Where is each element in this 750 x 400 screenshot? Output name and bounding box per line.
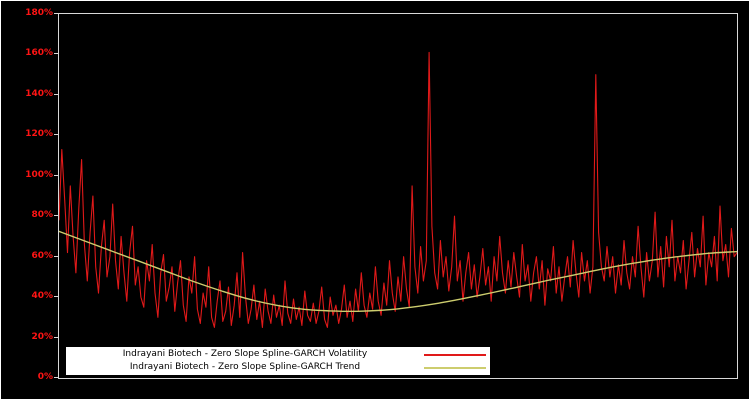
- legend-item-trend: Indrayani Biotech - Zero Slope Spline-GA…: [70, 361, 486, 374]
- y-axis-label: 40%: [31, 291, 53, 302]
- y-axis-label: 160%: [25, 48, 53, 59]
- y-axis-tick: [54, 215, 58, 217]
- y-axis-label: 60%: [31, 250, 53, 261]
- y-axis-tick: [54, 93, 58, 95]
- y-axis-label: 0%: [37, 372, 53, 382]
- y-axis-tick: [54, 134, 58, 136]
- y-axis-tick: [54, 377, 58, 378]
- y-axis-label: 140%: [25, 88, 53, 99]
- legend: Indrayani Biotech - Zero Slope Spline-GA…: [66, 347, 490, 375]
- y-axis-tick: [54, 336, 58, 338]
- y-axis-tick: [54, 53, 58, 55]
- y-axis-tick: [54, 13, 58, 14]
- plot-area: Indrayani Biotech - Zero Slope Spline-GA…: [58, 13, 738, 379]
- volatility-line: [59, 51, 737, 328]
- y-axis-tick: [54, 296, 58, 298]
- y-axis-tick: [54, 174, 58, 176]
- trend-line: [59, 230, 737, 313]
- y-axis-label: 20%: [31, 331, 53, 342]
- y-axis-label: 120%: [25, 129, 53, 140]
- legend-line-sample-volatility: [424, 353, 486, 356]
- legend-label-volatility: Indrayani Biotech - Zero Slope Spline-GA…: [122, 349, 368, 359]
- y-axis-label: 180%: [25, 8, 53, 18]
- y-axis-label: 80%: [31, 210, 53, 221]
- legend-item-volatility: Indrayani Biotech - Zero Slope Spline-GA…: [70, 348, 486, 361]
- legend-label-trend: Indrayani Biotech - Zero Slope Spline-GA…: [129, 362, 361, 372]
- plot-svg: [59, 51, 737, 328]
- legend-line-sample-trend: [424, 366, 486, 369]
- y-axis-tick: [54, 255, 58, 257]
- y-axis-label: 100%: [25, 169, 53, 180]
